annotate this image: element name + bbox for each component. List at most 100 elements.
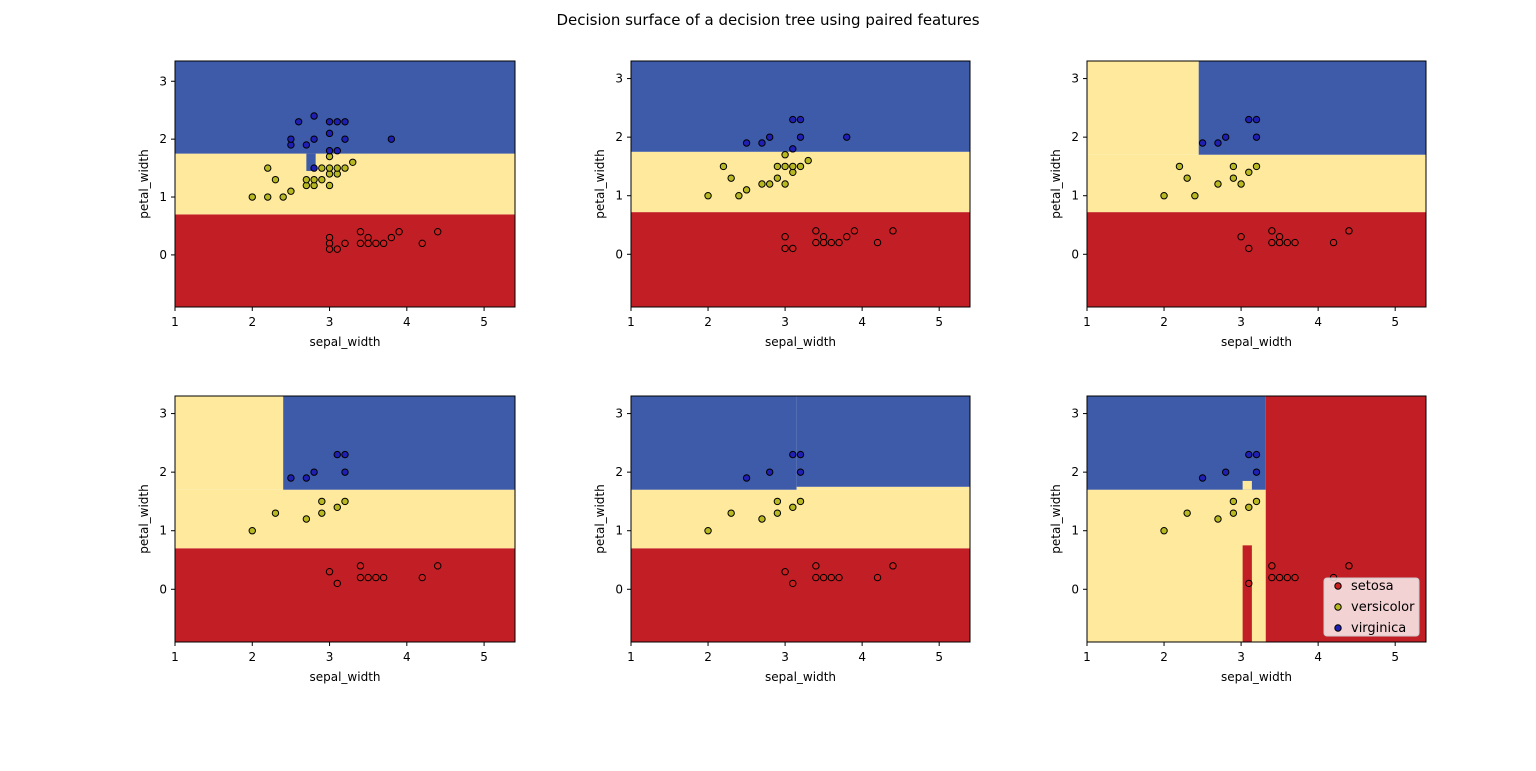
point-versicolor — [1160, 192, 1168, 200]
data-points — [248, 450, 442, 588]
point-versicolor — [781, 151, 789, 159]
x-tick-label: 2 — [704, 650, 712, 664]
region-versicolor — [631, 151, 970, 213]
region-versicolor — [1087, 489, 1266, 642]
point-virginica — [789, 115, 797, 124]
point-setosa — [333, 579, 341, 588]
legend-marker-setosa — [1334, 582, 1342, 590]
point-virginica — [1221, 468, 1230, 476]
point-versicolor — [773, 497, 782, 506]
point-virginica — [302, 141, 311, 149]
point-virginica — [287, 474, 295, 482]
region-setosa — [631, 212, 970, 307]
point-virginica — [1198, 139, 1207, 147]
point-versicolor — [1245, 168, 1253, 176]
point-setosa — [827, 573, 836, 582]
point-virginica — [796, 115, 805, 124]
region-setosa — [1087, 212, 1426, 307]
region-versicolor — [175, 396, 284, 490]
point-versicolor — [271, 509, 280, 517]
x-tick-label: 1 — [171, 650, 179, 664]
data-points — [248, 112, 442, 253]
point-setosa — [333, 245, 341, 253]
point-setosa — [1245, 579, 1253, 588]
point-setosa — [827, 238, 836, 247]
legend: setosa versicolor virginica — [1323, 577, 1420, 637]
x-axis-label: sepal_width — [309, 335, 380, 349]
point-versicolor — [804, 156, 812, 165]
data-points — [1160, 115, 1353, 253]
subplot-2: 1 2 3 4 5 0 1 2 3 sepal_width petal_width — [593, 60, 971, 349]
point-setosa — [325, 245, 334, 253]
x-tick-label: 4 — [858, 315, 866, 329]
point-setosa — [1268, 573, 1276, 582]
point-virginica — [765, 468, 774, 476]
x-tick-label: 5 — [1391, 650, 1399, 664]
point-setosa — [1329, 238, 1338, 247]
point-versicolor — [773, 174, 782, 182]
point-virginica — [302, 474, 311, 482]
y-tick-label: 2 — [1071, 130, 1079, 144]
decision-regions — [631, 396, 970, 642]
region-versicolor — [175, 153, 515, 215]
point-setosa — [1268, 562, 1276, 570]
axes-frame — [630, 395, 971, 643]
x-tick-label: 4 — [403, 650, 411, 664]
region-versicolor — [796, 486, 970, 490]
legend-box — [1323, 577, 1420, 637]
point-setosa — [873, 573, 882, 582]
y-axis-label: petal_width — [593, 484, 607, 553]
point-versicolor — [341, 497, 349, 506]
point-virginica — [742, 474, 751, 482]
y-tick-label: 3 — [615, 407, 623, 421]
point-versicolor — [727, 174, 735, 182]
point-versicolor — [1229, 162, 1238, 171]
point-setosa — [1291, 573, 1299, 582]
subplot-5: 1 2 3 4 5 0 1 2 3 sepal_width petal_width — [593, 395, 971, 684]
point-versicolor — [1191, 192, 1199, 200]
legend-marker-virginica — [1334, 624, 1342, 632]
x-tick-label: 1 — [171, 315, 179, 329]
point-setosa — [889, 562, 897, 570]
data-points — [1160, 450, 1353, 588]
decision-regions — [175, 61, 515, 307]
point-setosa — [418, 573, 426, 582]
region-versicolor — [1242, 480, 1252, 490]
point-virginica — [294, 118, 303, 126]
region-versicolor — [1087, 61, 1199, 155]
point-versicolor — [789, 162, 797, 171]
point-versicolor — [1183, 509, 1191, 517]
point-setosa — [835, 238, 843, 247]
point-versicolor — [279, 193, 287, 201]
point-versicolor — [704, 527, 712, 535]
axes-frame — [1086, 60, 1427, 308]
point-setosa — [418, 239, 426, 248]
point-setosa — [812, 562, 820, 570]
y-tick-label: 1 — [615, 189, 623, 203]
region-virginica — [283, 396, 515, 490]
x-axis-label: sepal_width — [1221, 670, 1292, 684]
point-versicolor — [789, 503, 797, 511]
point-virginica — [325, 118, 334, 126]
x-tick-label: 2 — [248, 650, 256, 664]
y-tick-label: 3 — [1071, 407, 1079, 421]
y-tick-label: 3 — [1071, 72, 1079, 86]
point-setosa — [356, 573, 365, 582]
point-virginica — [333, 118, 341, 126]
point-virginica — [1245, 115, 1253, 124]
figure-title: Decision surface of a decision tree usin… — [556, 11, 980, 29]
point-setosa — [781, 568, 789, 576]
y-tick-label: 2 — [159, 465, 167, 479]
point-versicolor — [765, 180, 774, 188]
point-versicolor — [742, 186, 751, 194]
point-versicolor — [758, 515, 766, 523]
point-setosa — [789, 579, 797, 588]
region-virginica — [306, 153, 316, 171]
point-versicolor — [735, 192, 743, 200]
point-versicolor — [773, 162, 782, 171]
point-virginica — [310, 164, 318, 172]
point-virginica — [1221, 133, 1230, 141]
data-points — [704, 450, 897, 588]
y-tick-label: 1 — [1071, 189, 1079, 203]
